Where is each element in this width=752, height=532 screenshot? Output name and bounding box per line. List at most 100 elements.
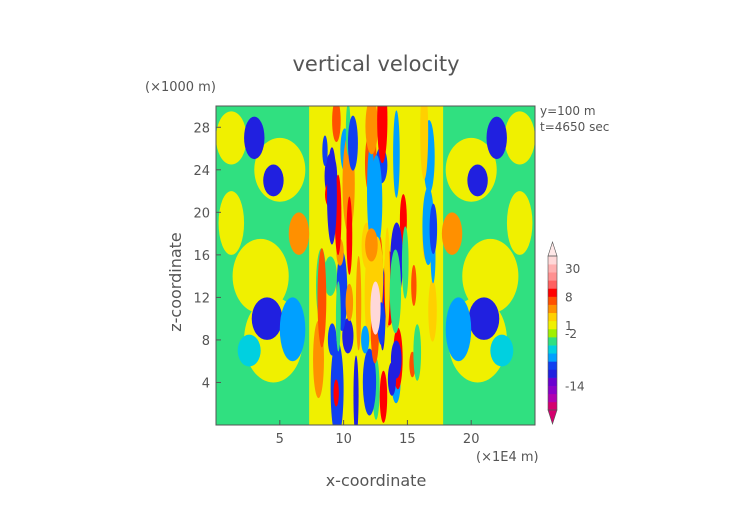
field-streak (379, 370, 388, 423)
colorbar-bottom-arrow (547, 409, 558, 425)
colorbar-swatch (548, 320, 557, 330)
colorbar-swatch (548, 385, 557, 395)
colorbar-swatch (548, 337, 557, 346)
field-cell (288, 212, 310, 255)
field-streak (317, 248, 327, 348)
field-streak (347, 115, 358, 171)
colorbar-top-arrow (547, 241, 558, 257)
field-cell (467, 164, 488, 197)
field-cell (251, 297, 283, 340)
x-tick-label: 20 (463, 432, 480, 447)
colorbar: 30 8 1-2 -14 (547, 241, 585, 425)
field-streak (384, 227, 390, 327)
annotation-y: y=100 m (540, 104, 596, 118)
field-streak (411, 264, 417, 307)
field-cell (263, 164, 284, 197)
field-streak (389, 249, 402, 334)
y-tick-label: 12 (193, 291, 210, 306)
field-streak (332, 106, 341, 143)
field-streak (429, 203, 438, 255)
field-streak (333, 379, 339, 407)
field-lobe (232, 238, 289, 314)
field-cell (441, 212, 463, 255)
field-streak (345, 283, 354, 322)
colorbar-swatch (548, 304, 557, 314)
field-streak (365, 228, 378, 262)
contour-field (216, 106, 535, 425)
field-lobe (216, 111, 247, 165)
field-streak (390, 340, 402, 379)
colorbar-frame (547, 255, 558, 411)
y-tick-label: 24 (193, 164, 210, 179)
field-streak (362, 348, 377, 416)
colorbar-swatch (548, 393, 557, 403)
field-streak (428, 279, 437, 342)
field-lobe (504, 111, 535, 165)
colorbar-swatch (548, 345, 557, 354)
y-tick-label: 16 (193, 249, 210, 264)
y-tick-label: 28 (193, 121, 210, 136)
colorbar-swatch (548, 328, 557, 338)
x-tick-label: 10 (335, 432, 352, 447)
field-streak (413, 324, 422, 381)
field-cell (486, 116, 507, 160)
colorbar-label: -14 (565, 380, 585, 394)
colorbar-swatch (548, 312, 557, 322)
field-streak (335, 281, 341, 352)
colorbar-swatch (548, 288, 557, 297)
y-tick-label: 8 (202, 334, 210, 349)
field-streak (370, 155, 383, 249)
x-tick-label: 5 (276, 432, 284, 447)
field-streak (342, 318, 354, 354)
colorbar-swatch (548, 296, 557, 305)
field-lobe (506, 191, 533, 255)
colorbar-label: 1 (565, 319, 573, 333)
plot-frame (215, 105, 536, 426)
field-streak (420, 106, 429, 180)
field-streak (323, 256, 337, 296)
chart-title: vertical velocity (292, 52, 459, 76)
field-lobe (462, 238, 519, 314)
field-streak (377, 106, 388, 164)
field-cell (279, 297, 306, 362)
field-streak (327, 147, 337, 245)
colorbar-swatch (548, 256, 557, 265)
field-cell (490, 334, 514, 367)
colorbar-swatch (548, 353, 557, 362)
x-axis-label: x-coordinate (326, 471, 427, 490)
x-unit-label: (×1E4 m) (476, 450, 539, 465)
field-streak (365, 106, 378, 155)
field-lobe (218, 191, 245, 255)
field-streak (322, 135, 328, 167)
y-axis-label: z-coordinate (166, 232, 185, 332)
field-cell (468, 297, 500, 340)
field-streak (353, 355, 359, 425)
colorbar-label: -2 (565, 327, 577, 341)
field-cell (237, 334, 261, 367)
colorbar-label: 30 (565, 262, 580, 276)
colorbar-swatch (548, 280, 557, 289)
y-tick-label: 4 (202, 376, 210, 391)
y-unit-label: (×1000 m) (145, 80, 216, 95)
colorbar-swatch (548, 272, 557, 281)
field-streak (327, 323, 337, 356)
colorbar-label: 8 (565, 291, 573, 305)
field-streak (393, 110, 400, 198)
field-streak (355, 256, 362, 351)
colorbar-swatch (548, 264, 557, 273)
y-tick-label: 20 (193, 206, 210, 221)
x-axis: 5 10 15 20 (276, 420, 480, 447)
field-streak (361, 325, 370, 354)
colorbar-swatch (548, 401, 557, 411)
annotation-t: t=4650 sec (540, 120, 609, 134)
field-peak (370, 281, 381, 335)
colorbar-swatch (548, 369, 557, 378)
field-streak (346, 196, 353, 275)
field-cell (445, 297, 472, 362)
x-tick-label: 15 (399, 432, 416, 447)
y-axis: 4 8 12 16 20 24 28 (193, 121, 221, 391)
colorbar-swatch (548, 361, 557, 370)
field-cell (244, 116, 265, 160)
field-streak (401, 226, 409, 299)
